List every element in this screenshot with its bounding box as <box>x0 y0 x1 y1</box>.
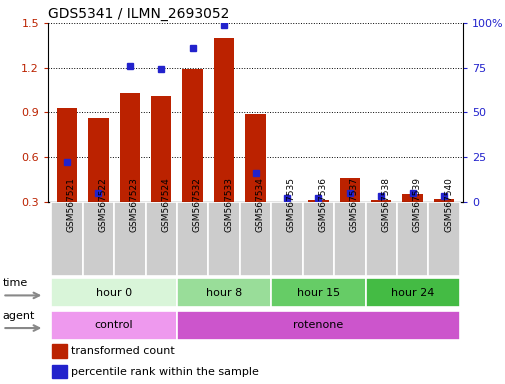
FancyBboxPatch shape <box>428 202 459 276</box>
Text: GSM567539: GSM567539 <box>412 177 421 232</box>
Text: GSM567534: GSM567534 <box>255 177 264 232</box>
Bar <box>245 114 265 202</box>
Bar <box>150 96 171 202</box>
Text: transformed count: transformed count <box>71 346 174 356</box>
Text: GSM567524: GSM567524 <box>161 177 170 232</box>
Bar <box>401 194 422 202</box>
FancyBboxPatch shape <box>333 202 365 276</box>
FancyBboxPatch shape <box>208 202 239 276</box>
Text: GDS5341 / ILMN_2693052: GDS5341 / ILMN_2693052 <box>48 7 229 21</box>
Bar <box>182 69 203 202</box>
FancyBboxPatch shape <box>365 202 396 276</box>
FancyBboxPatch shape <box>271 278 365 308</box>
Text: GSM567540: GSM567540 <box>443 177 452 232</box>
Text: percentile rank within the sample: percentile rank within the sample <box>71 367 258 377</box>
FancyBboxPatch shape <box>177 202 208 276</box>
Bar <box>52 365 67 378</box>
Text: hour 24: hour 24 <box>390 288 433 298</box>
Text: GSM567533: GSM567533 <box>224 177 233 232</box>
FancyBboxPatch shape <box>145 202 177 276</box>
Text: GSM567521: GSM567521 <box>67 177 76 232</box>
Text: hour 8: hour 8 <box>206 288 242 298</box>
FancyBboxPatch shape <box>177 311 459 340</box>
Text: GSM567532: GSM567532 <box>192 177 201 232</box>
FancyBboxPatch shape <box>82 202 114 276</box>
Text: hour 15: hour 15 <box>296 288 339 298</box>
Text: hour 0: hour 0 <box>96 288 132 298</box>
Bar <box>57 108 77 202</box>
Text: GSM567523: GSM567523 <box>130 177 138 232</box>
Bar <box>119 93 140 202</box>
Text: GSM567538: GSM567538 <box>380 177 389 232</box>
FancyBboxPatch shape <box>177 278 271 308</box>
Bar <box>88 118 109 202</box>
Text: GSM567537: GSM567537 <box>349 177 358 232</box>
FancyBboxPatch shape <box>365 278 459 308</box>
Text: agent: agent <box>3 311 35 321</box>
Bar <box>52 344 67 358</box>
FancyBboxPatch shape <box>396 202 428 276</box>
Text: GSM567535: GSM567535 <box>286 177 295 232</box>
FancyBboxPatch shape <box>51 202 82 276</box>
FancyBboxPatch shape <box>271 202 302 276</box>
Bar <box>433 199 453 202</box>
Text: time: time <box>3 278 28 288</box>
Text: GSM567536: GSM567536 <box>318 177 327 232</box>
Bar <box>308 200 328 202</box>
FancyBboxPatch shape <box>51 278 177 308</box>
FancyBboxPatch shape <box>51 311 177 340</box>
Text: GSM567522: GSM567522 <box>98 177 107 232</box>
FancyBboxPatch shape <box>302 202 333 276</box>
Text: rotenone: rotenone <box>293 320 343 331</box>
Bar <box>370 200 391 202</box>
Text: control: control <box>94 320 133 331</box>
FancyBboxPatch shape <box>114 202 145 276</box>
FancyBboxPatch shape <box>239 202 271 276</box>
Bar <box>339 178 360 202</box>
Bar <box>214 38 234 202</box>
